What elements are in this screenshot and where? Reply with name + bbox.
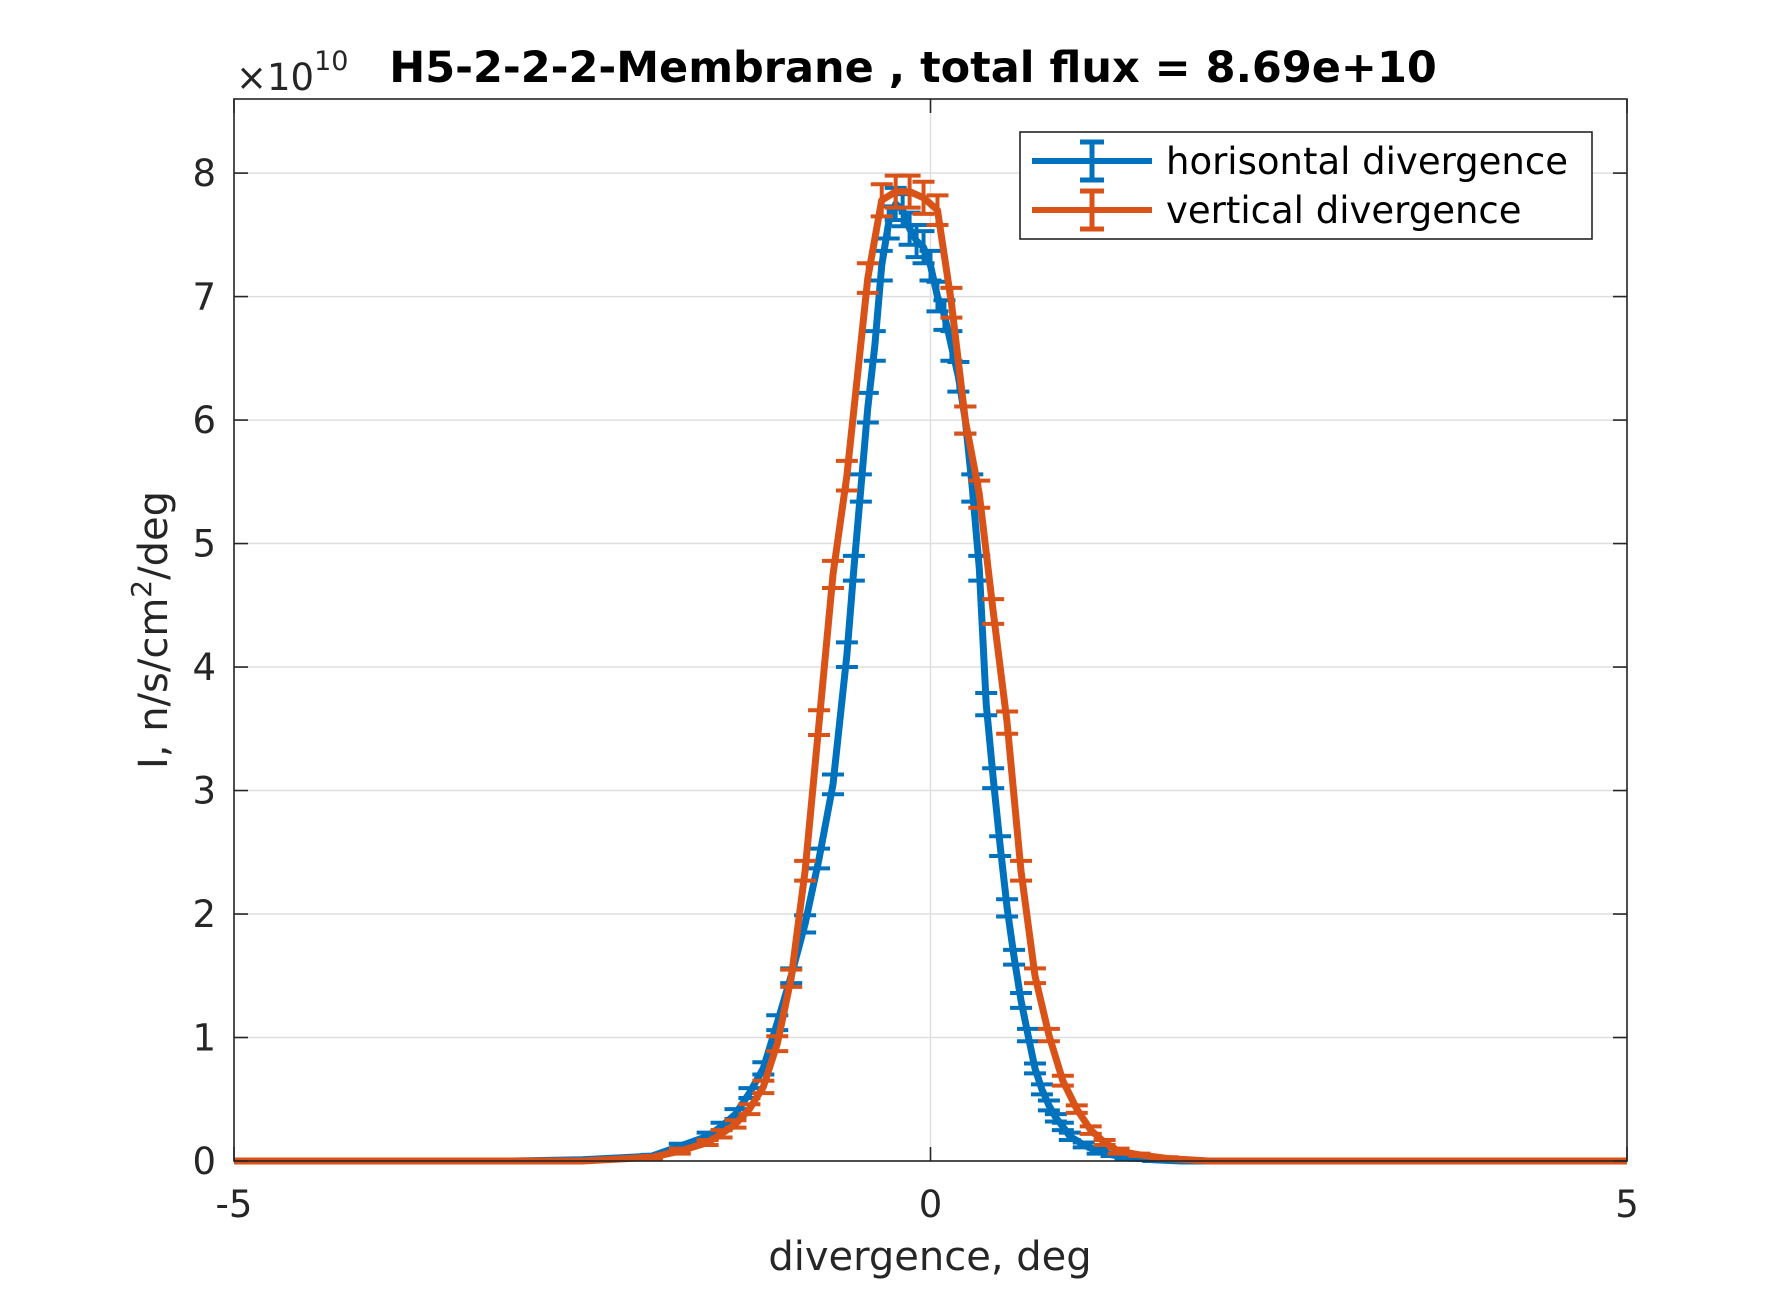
error-bar bbox=[856, 261, 879, 295]
error-bar bbox=[989, 834, 1012, 858]
legend-label-horisontal: horisontal divergence bbox=[1166, 140, 1568, 183]
error-bar bbox=[982, 766, 1005, 791]
y-tick-label: 2 bbox=[192, 893, 216, 936]
error-bar bbox=[1051, 1073, 1074, 1088]
y-tick-label: 4 bbox=[192, 646, 216, 689]
error-bar bbox=[1023, 1061, 1046, 1076]
x-tick-label: -5 bbox=[216, 1183, 253, 1226]
error-bar bbox=[1037, 1026, 1060, 1044]
error-bar bbox=[1058, 1130, 1081, 1143]
x-axis-label: divergence, deg bbox=[768, 1234, 1091, 1280]
error-bar bbox=[856, 390, 879, 425]
error-bar bbox=[738, 1102, 761, 1117]
error-bar bbox=[1003, 947, 1026, 967]
x-tick-label: 5 bbox=[1615, 1183, 1639, 1226]
y-tick-label: 0 bbox=[192, 1140, 216, 1183]
error-bar bbox=[996, 709, 1019, 736]
error-bar bbox=[821, 558, 844, 591]
error-bar bbox=[766, 1034, 789, 1054]
error-bar bbox=[835, 640, 858, 670]
error-bar bbox=[849, 472, 872, 504]
error-bar bbox=[724, 1118, 747, 1130]
y-axis-label: I, n/s/cm2/deg bbox=[125, 491, 177, 769]
x-tick-label: 0 bbox=[919, 1183, 943, 1226]
error-bar bbox=[1010, 858, 1033, 883]
error-bar bbox=[863, 329, 886, 363]
error-bar bbox=[696, 1138, 719, 1147]
error-bar bbox=[808, 708, 831, 737]
error-bar bbox=[975, 690, 998, 718]
legend-swatch-horisontal bbox=[1032, 139, 1152, 183]
y-tick-label: 8 bbox=[192, 152, 216, 195]
legend-label-vertical: vertical divergence bbox=[1166, 189, 1522, 232]
series-vertical bbox=[234, 173, 1627, 1165]
error-bar bbox=[1030, 1082, 1053, 1097]
error-bar bbox=[1017, 1026, 1040, 1044]
error-bar bbox=[1051, 1120, 1074, 1133]
error-bar bbox=[821, 772, 844, 797]
error-bar bbox=[1023, 966, 1046, 986]
error-bar bbox=[996, 897, 1019, 919]
error-bar bbox=[794, 858, 817, 883]
error-bar bbox=[898, 173, 921, 210]
error-bar bbox=[1037, 1098, 1060, 1113]
error-bar bbox=[752, 1078, 775, 1096]
error-bar bbox=[1093, 1138, 1116, 1147]
error-bar bbox=[1010, 991, 1033, 1010]
error-bar bbox=[640, 1154, 663, 1161]
chart-title: H5-2-2-2-Membrane , total flux = 8.69e+1… bbox=[389, 43, 1437, 93]
error-bar bbox=[968, 478, 991, 510]
error-bar bbox=[1065, 1103, 1088, 1115]
y-axis-label-base: I, n/s/cm bbox=[131, 598, 177, 769]
error-bar bbox=[940, 285, 963, 320]
error-bar bbox=[1128, 1151, 1151, 1159]
error-bar bbox=[926, 193, 949, 227]
error-bar bbox=[982, 597, 1005, 626]
error-bar bbox=[954, 404, 977, 436]
error-bar bbox=[1079, 1124, 1102, 1136]
y-exponent-prefix: ×10 bbox=[236, 56, 314, 99]
y-tick-label: 6 bbox=[192, 399, 216, 442]
y-exponent-power: 10 bbox=[314, 46, 348, 77]
error-bar bbox=[668, 1146, 691, 1156]
y-axis-label-sup: 2 bbox=[125, 580, 158, 598]
error-bar bbox=[1156, 1155, 1179, 1162]
y-tick-label: 5 bbox=[192, 523, 216, 566]
legend: horisontal divergence vertical divergenc… bbox=[1019, 131, 1593, 240]
error-bar bbox=[835, 458, 858, 493]
error-bar bbox=[870, 182, 893, 219]
y-exponent-label: ×1010 bbox=[236, 46, 348, 99]
y-tick-label: 1 bbox=[192, 1017, 216, 1060]
legend-box bbox=[1019, 131, 1593, 240]
error-bar bbox=[780, 967, 803, 989]
legend-swatch-vertical bbox=[1032, 188, 1152, 232]
error-bar bbox=[710, 1128, 733, 1140]
error-bar bbox=[912, 179, 935, 216]
error-bar bbox=[1107, 1146, 1130, 1156]
y-tick-label: 7 bbox=[192, 276, 216, 319]
error-bar bbox=[808, 846, 831, 871]
y-axis-label-tail: /deg bbox=[131, 491, 177, 580]
error-bar bbox=[842, 553, 865, 583]
series-layer bbox=[234, 173, 1627, 1165]
y-tick-label: 3 bbox=[192, 770, 216, 813]
